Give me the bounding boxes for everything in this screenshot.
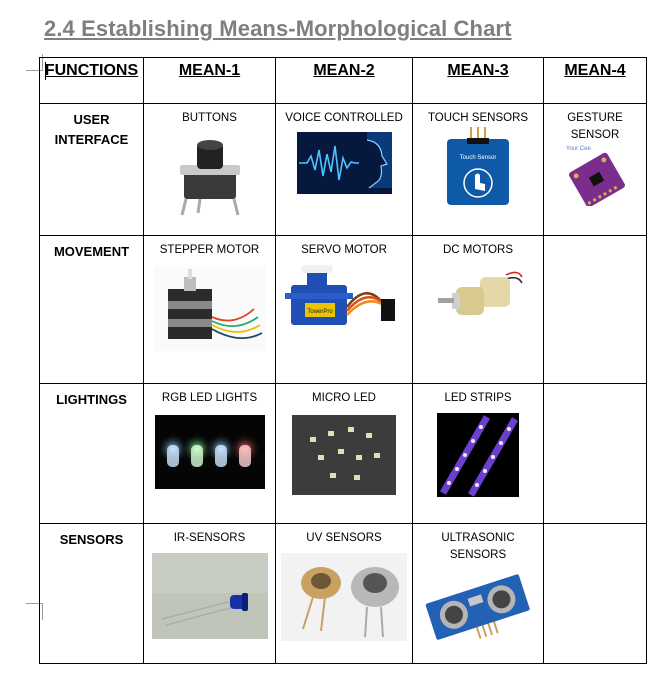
col-header-label: MEAN-1 [178,62,241,79]
function-label: USER INTERFACE [54,112,129,147]
mean-label: GESTURE SENSOR [567,112,623,141]
mean-label: ULTRASONIC SENSORS [441,532,515,561]
mean-cell: UV SENSORS [275,523,413,664]
function-label: SENSORS [59,532,124,547]
mean-cell [543,523,647,664]
col-header-mean-4: MEAN-4 [543,57,647,104]
function-label: LIGHTINGS [56,392,127,407]
push-button-image [179,140,240,216]
function-cell: MOVEMENT [39,235,144,384]
micro-led-image [292,415,396,495]
col-header-mean-2: MEAN-2 [275,57,413,104]
led-strip-image [437,413,519,497]
mean-cell: TOUCH SENSORS Touch Sensor [412,103,544,236]
header-row: FUNCTIONS MEAN-1 MEAN-2 MEAN-3 MEAN-4 [39,57,647,104]
mean-label: UV SENSORS [306,532,382,544]
mean-label: TOUCH SENSORS [427,112,529,124]
col-header-label: MEAN-3 [447,62,509,79]
mean-label: RGB LED LIGHTS [161,392,258,404]
board-label: Touch Sensor [460,155,497,161]
mean-cell: DC MOTORS [412,235,544,384]
mean-cell: GESTURE SENSOR Your Cee [543,103,647,236]
morphological-chart: FUNCTIONS MEAN-1 MEAN-2 MEAN-3 MEAN-4 US… [39,57,647,664]
mean-label: DC MOTORS [442,244,514,256]
mean-label: MICRO LED [312,392,376,404]
function-cell: USER INTERFACE [39,103,144,236]
servo-motor-image: TowerPro [285,265,395,325]
mean-cell: RGB LED LIGHTS [143,383,276,524]
mean-cell: IR-SENSORS [143,523,276,664]
table-row: MOVEMENT STEPPER MOTOR SERVO MOTOR [39,235,647,384]
rgb-led-image [154,415,265,489]
mean-cell: VOICE CONTROLLED [275,103,413,236]
voice-wave-image [296,132,392,194]
col-header-label: MEAN-4 [564,62,626,79]
uv-sensor-image [281,553,407,641]
mean-cell: LED STRIPS [412,383,544,524]
table-row: LIGHTINGS RGB LED LIGHTS MI [39,383,647,524]
table-row: SENSORS IR-SENSORS UV SENSORS [39,523,647,664]
mean-cell: BUTTONS [143,103,276,236]
mean-cell: SERVO MOTOR TowerPro [275,235,413,384]
mean-label: IR-SENSORS [173,532,246,544]
touch-sensor-image: Touch Sensor [447,127,509,205]
brand-label: TowerPro [307,309,333,315]
function-cell: LIGHTINGS [39,383,144,524]
function-cell: SENSORS [39,523,144,664]
mean-cell: STEPPER MOTOR [143,235,276,384]
dc-motor-image [438,271,523,315]
mean-cell: ULTRASONIC SENSORS [412,523,544,664]
mean-cell: MICRO LED [275,383,413,524]
ultrasonic-sensor-image [425,574,530,640]
table-row: USER INTERFACE BUTTONS VOICE CONTROLLED [39,103,647,236]
col-header-functions: FUNCTIONS [39,57,144,104]
ir-sensor-image [151,553,268,639]
mean-label: VOICE CONTROLLED [285,112,403,124]
mean-label: BUTTONS [182,112,237,124]
col-header-label: MEAN-2 [313,62,375,79]
function-label: MOVEMENT [53,244,130,259]
col-header-label: FUNCTIONS [44,62,139,79]
gesture-sensor-image: Your Cee [566,146,625,206]
mean-label: STEPPER MOTOR [159,244,260,256]
col-header-mean-1: MEAN-1 [143,57,276,104]
col-header-mean-3: MEAN-3 [412,57,544,104]
stepper-motor-image [153,267,266,351]
brand-watermark: Your Cee [566,146,591,152]
mean-label: LED STRIPS [444,392,512,404]
mean-cell [543,235,647,384]
mean-cell [543,383,647,524]
mean-label: SERVO MOTOR [301,244,387,256]
section-heading: 2.4 Establishing Means-Morphological Cha… [44,16,512,41]
